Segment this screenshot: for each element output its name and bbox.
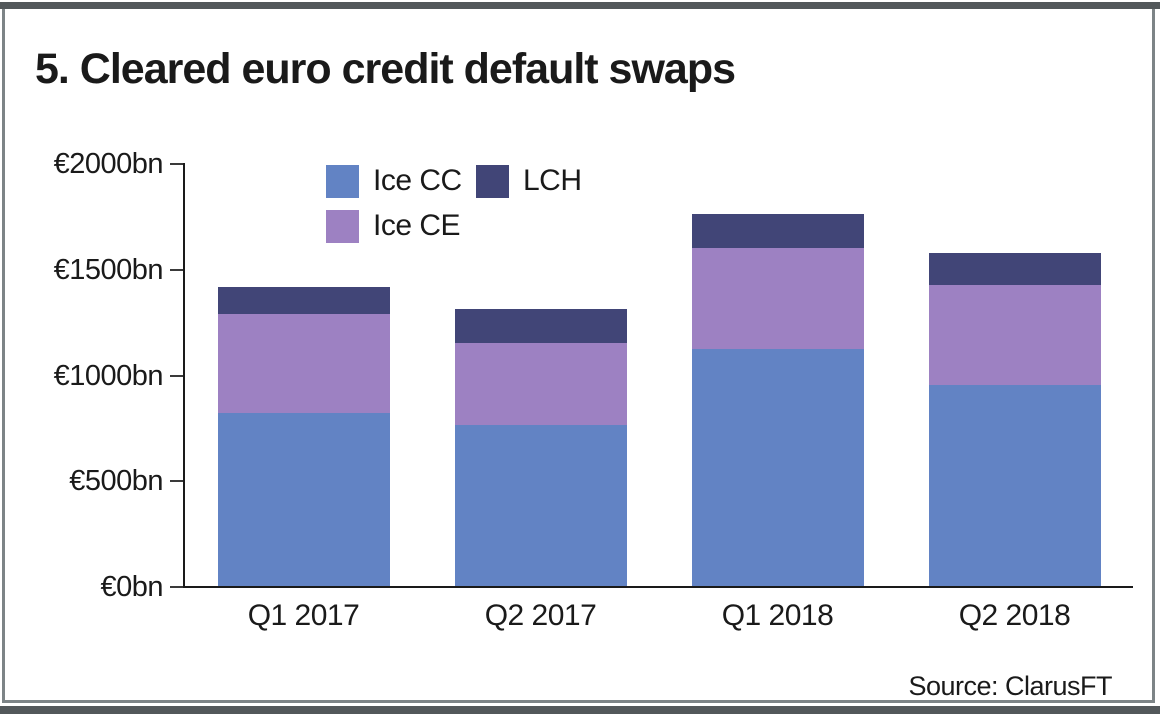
x-tick-label-q1-2018: Q1 2018 — [721, 599, 834, 632]
segment-ice-cc-q2-2017 — [454, 425, 627, 586]
segment-lch-q1-2017 — [217, 286, 390, 315]
y-tick-label: €1000bn — [53, 359, 164, 392]
bar-q2-2017 — [454, 308, 627, 586]
x-tick-label-q2-2018: Q2 2018 — [958, 599, 1071, 632]
chart-frame: 5. Cleared euro credit default swaps Ice… — [2, 9, 1155, 703]
segment-lch-q2-2017 — [454, 308, 627, 343]
segment-ice-ce-q2-2018 — [928, 284, 1101, 386]
y-axis-tick — [170, 374, 183, 377]
y-tick-label: €2000bn — [53, 148, 164, 180]
segment-ice-ce-q2-2017 — [454, 342, 627, 426]
bar-q1-2018 — [691, 213, 864, 586]
legend-label-lch: LCH — [523, 164, 582, 197]
segment-lch-q1-2018 — [691, 213, 864, 248]
y-axis-tick — [170, 586, 183, 588]
y-tick-label: €500bn — [69, 465, 163, 498]
segment-lch-q2-2018 — [928, 252, 1101, 285]
legend-swatch-ice-ce — [326, 209, 359, 243]
y-axis-line — [183, 163, 185, 588]
legend-label-ice-cc: Ice CC — [373, 164, 462, 197]
y-tick-label: €0bn — [100, 571, 163, 603]
legend-swatch-ice-cc — [326, 164, 359, 198]
legend-swatch-lch — [476, 164, 509, 198]
legend-item-ice-cc: Ice CC — [326, 164, 476, 198]
legend-item-ice-ce: Ice CE — [326, 209, 476, 243]
top-heavy-rule — [0, 2, 1160, 9]
segment-ice-cc-q2-2018 — [928, 385, 1101, 586]
segment-ice-cc-q1-2018 — [691, 349, 864, 586]
legend-label-ice-ce: Ice CE — [373, 209, 461, 242]
bar-q2-2018 — [928, 252, 1101, 586]
legend-item-lch: LCH — [476, 164, 582, 198]
y-axis-tick — [170, 268, 183, 271]
x-tick-label-q2-2017: Q2 2017 — [484, 599, 597, 632]
bar-q1-2017 — [217, 286, 390, 586]
source-note: Source: ClarusFT — [908, 671, 1112, 701]
x-tick-label-q1-2017: Q1 2017 — [247, 599, 360, 632]
segment-ice-cc-q1-2017 — [217, 412, 390, 586]
y-axis-tick — [170, 480, 183, 483]
bottom-heavy-rule — [0, 706, 1160, 714]
legend: Ice CC LCH Ice CE — [326, 164, 582, 243]
x-axis-line — [183, 586, 1133, 588]
chart-title: 5. Cleared euro credit default swaps — [35, 45, 736, 93]
segment-ice-ce-q1-2018 — [691, 247, 864, 350]
y-tick-label: €1500bn — [53, 253, 164, 286]
segment-ice-ce-q1-2017 — [217, 314, 390, 413]
y-axis-tick — [170, 163, 183, 165]
